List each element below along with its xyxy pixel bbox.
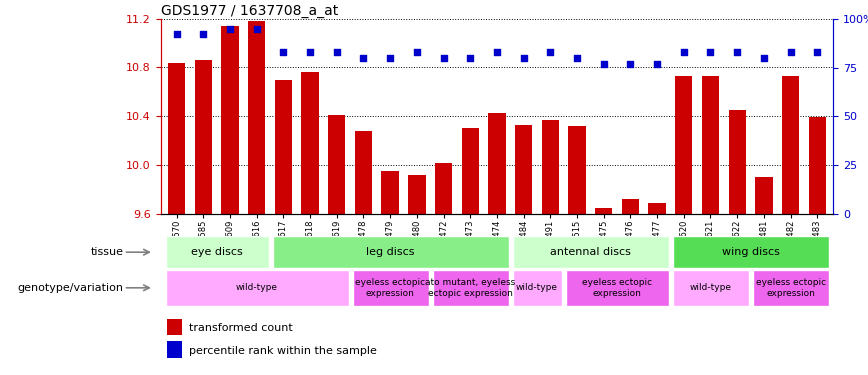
Bar <box>566 270 669 306</box>
Point <box>757 55 771 61</box>
Text: eyeless ectopic
expression: eyeless ectopic expression <box>582 278 652 297</box>
Bar <box>168 318 182 335</box>
Bar <box>355 131 372 214</box>
Point <box>196 32 210 38</box>
Bar <box>194 60 212 214</box>
Bar <box>569 126 586 214</box>
Point <box>490 49 503 55</box>
Bar <box>166 236 269 268</box>
Bar <box>513 236 669 268</box>
Bar <box>728 110 746 214</box>
Bar <box>489 112 505 214</box>
Bar <box>168 63 185 214</box>
Point <box>464 55 477 61</box>
Bar <box>433 270 509 306</box>
Bar <box>168 341 182 358</box>
Point <box>677 49 691 55</box>
Point <box>250 26 264 32</box>
Point <box>543 49 557 55</box>
Point <box>623 61 637 67</box>
Point <box>597 61 611 67</box>
Bar <box>753 270 829 306</box>
Bar <box>166 270 349 306</box>
Bar <box>328 115 345 214</box>
Bar <box>809 117 826 214</box>
Text: wing discs: wing discs <box>721 247 779 257</box>
Text: wild-type: wild-type <box>689 284 732 292</box>
Text: ato mutant, eyeless
ectopic expression: ato mutant, eyeless ectopic expression <box>425 278 516 297</box>
Point <box>330 49 344 55</box>
Bar <box>301 72 319 214</box>
Bar <box>273 236 509 268</box>
Bar <box>621 199 639 214</box>
Bar <box>673 270 749 306</box>
Point <box>223 26 237 32</box>
Point <box>357 55 371 61</box>
Text: wild-type: wild-type <box>516 284 558 292</box>
Point <box>383 55 397 61</box>
Point <box>784 49 798 55</box>
Bar <box>381 171 398 214</box>
Bar <box>435 163 452 214</box>
Bar <box>408 175 425 214</box>
Point <box>410 49 424 55</box>
Text: wild-type: wild-type <box>236 284 278 292</box>
Bar <box>702 76 720 214</box>
Bar <box>248 21 266 214</box>
Bar <box>274 80 292 214</box>
Bar <box>352 270 429 306</box>
Bar <box>648 203 666 214</box>
Point <box>570 55 584 61</box>
Bar <box>542 120 559 214</box>
Point <box>303 49 317 55</box>
Text: transformed count: transformed count <box>189 322 293 333</box>
Bar <box>221 26 239 214</box>
Bar <box>755 177 773 214</box>
Text: percentile rank within the sample: percentile rank within the sample <box>189 346 377 356</box>
Point <box>516 55 530 61</box>
Bar <box>595 208 613 214</box>
Point <box>704 49 718 55</box>
Bar <box>515 125 532 214</box>
Bar <box>675 76 693 214</box>
Text: genotype/variation: genotype/variation <box>17 283 123 293</box>
Bar <box>513 270 562 306</box>
Text: leg discs: leg discs <box>366 247 414 257</box>
Text: antennal discs: antennal discs <box>550 247 631 257</box>
Point <box>730 49 744 55</box>
Point <box>276 49 290 55</box>
Text: GDS1977 / 1637708_a_at: GDS1977 / 1637708_a_at <box>161 4 338 18</box>
Text: eyeless ectopic
expression: eyeless ectopic expression <box>755 278 825 297</box>
Point <box>169 32 183 38</box>
Bar <box>782 76 799 214</box>
Point <box>650 61 664 67</box>
Point <box>811 49 825 55</box>
Text: tissue: tissue <box>90 247 123 257</box>
Bar <box>673 236 829 268</box>
Bar <box>462 128 479 214</box>
Text: eyeless ectopic
expression: eyeless ectopic expression <box>355 278 425 297</box>
Point <box>437 55 450 61</box>
Text: eye discs: eye discs <box>191 247 242 257</box>
